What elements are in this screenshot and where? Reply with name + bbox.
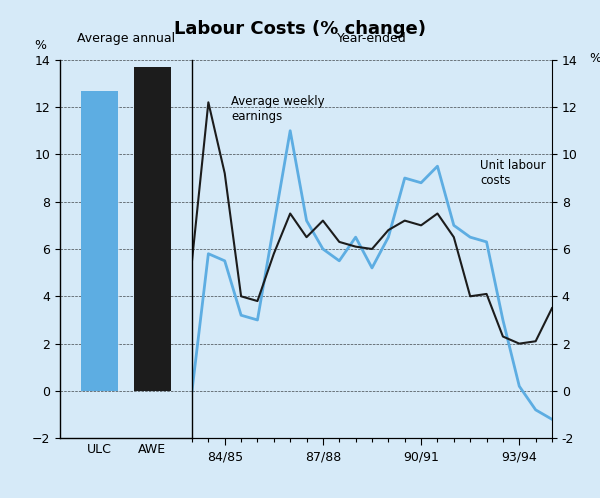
Text: Average annual: Average annual (77, 31, 175, 45)
Text: Average weekly
earnings: Average weekly earnings (231, 95, 325, 123)
Y-axis label: %: % (34, 39, 46, 52)
Bar (134, 67, 171, 391)
Text: Unit labour
costs: Unit labour costs (480, 159, 545, 187)
Bar (81, 91, 118, 391)
Y-axis label: %: % (589, 52, 600, 65)
Text: Labour Costs (% change): Labour Costs (% change) (174, 20, 426, 38)
Text: Year-ended: Year-ended (337, 31, 407, 45)
